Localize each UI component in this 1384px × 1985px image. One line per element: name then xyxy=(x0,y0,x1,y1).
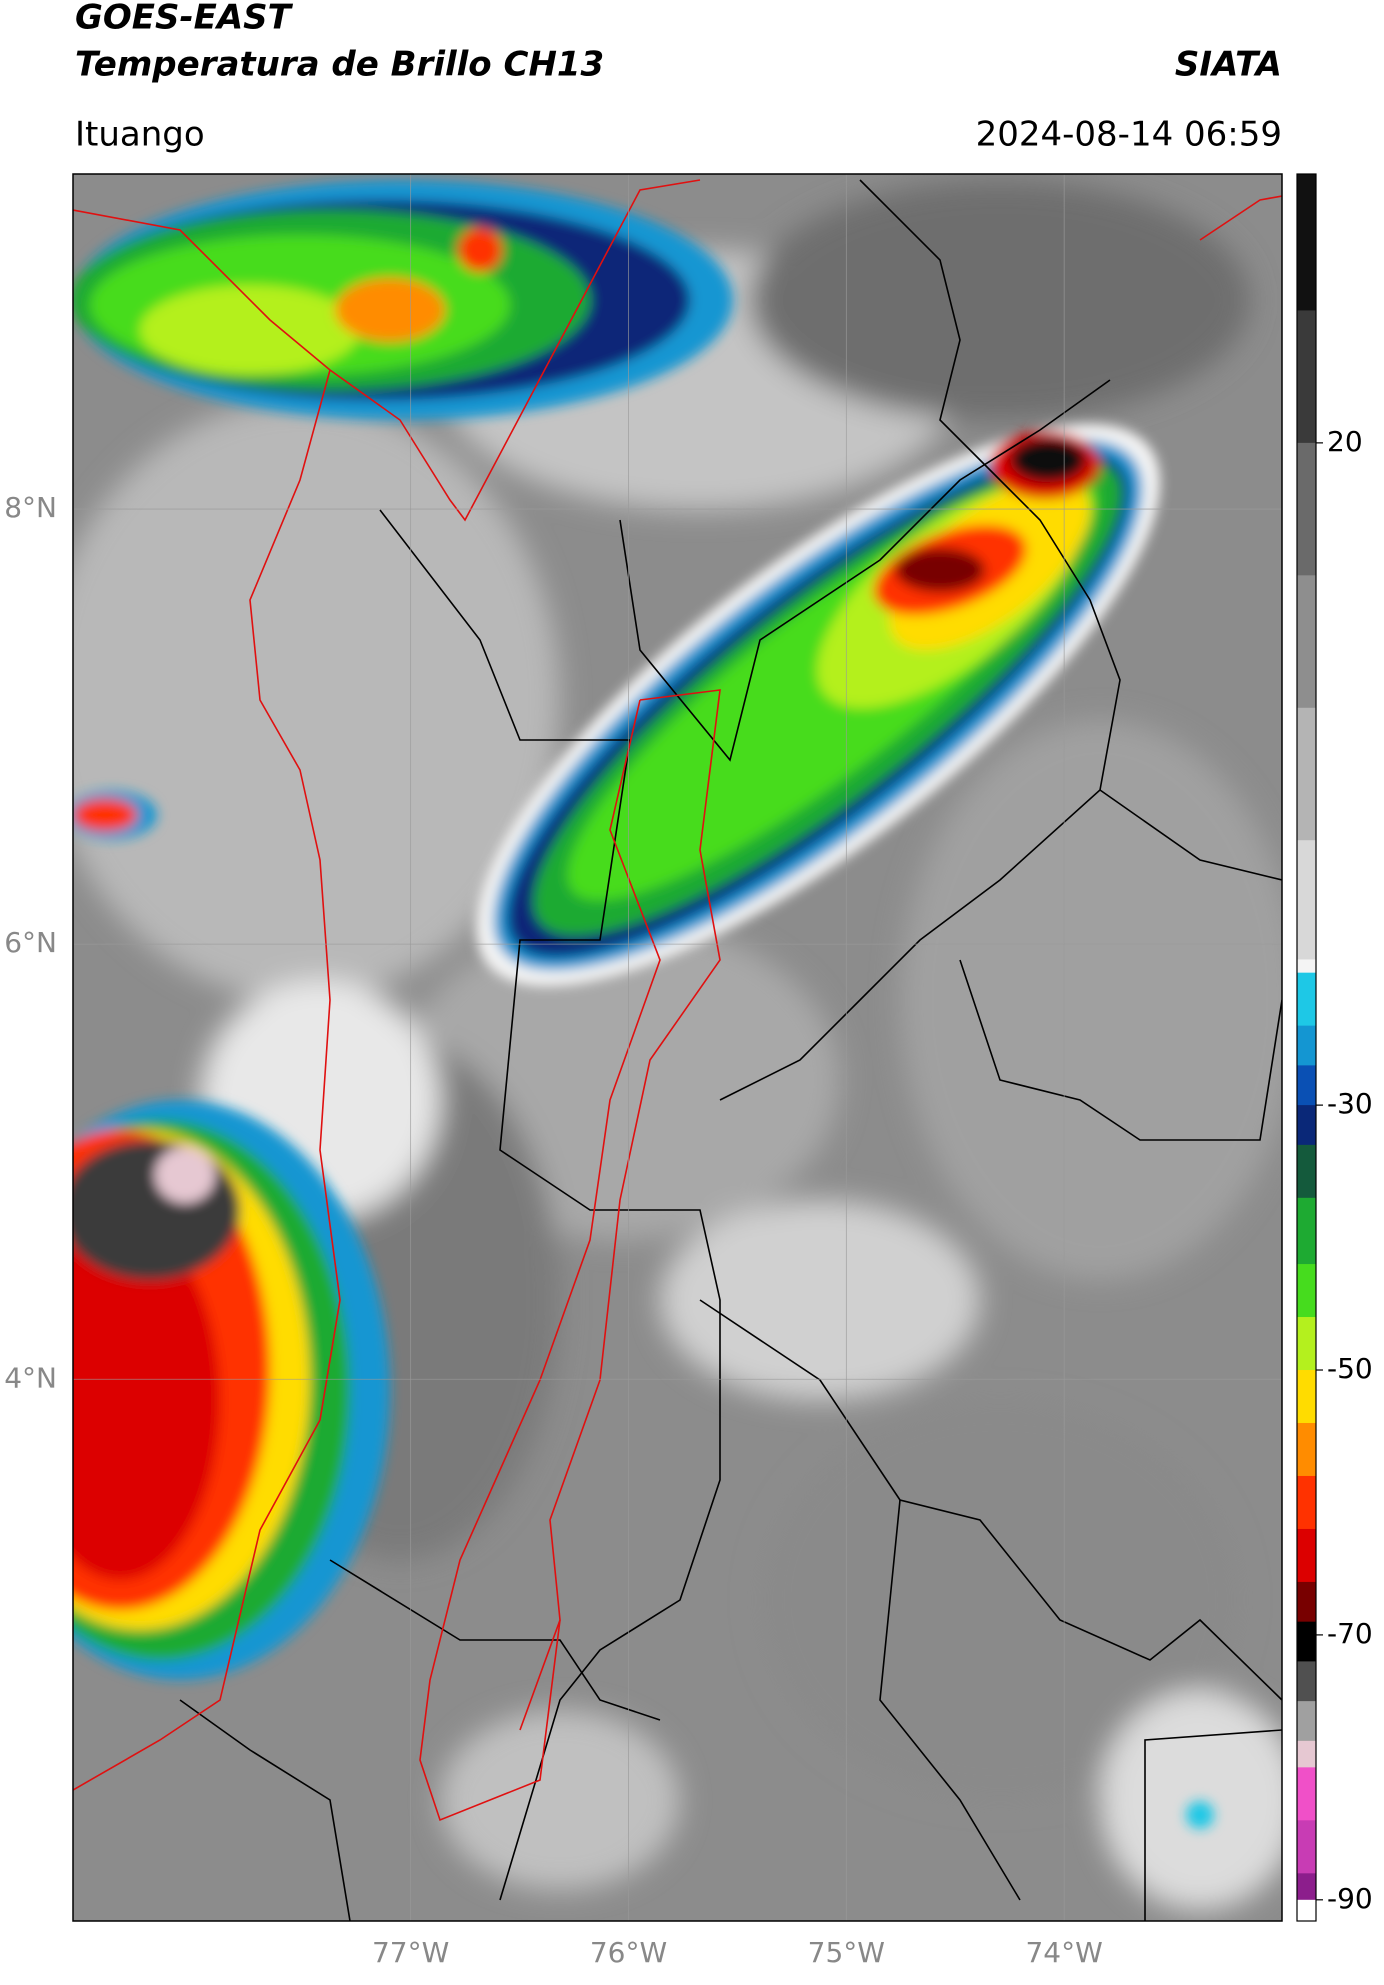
colorbar-segment xyxy=(1297,1144,1316,1199)
colorbar-frame xyxy=(1296,173,1317,1922)
colorbar-segment xyxy=(1297,1197,1316,1265)
colorbar-segment xyxy=(1297,1767,1316,1821)
x-tick-label: 75°W xyxy=(808,1936,885,1969)
timestamp: 2024-08-14 06:59 xyxy=(976,115,1282,155)
y-tick-label: 4°N xyxy=(4,1361,57,1394)
colorbar-segment xyxy=(1297,1701,1316,1742)
colorbar-tick-label: -90 xyxy=(1327,1882,1373,1915)
colorbar-segment xyxy=(1297,972,1316,1027)
source: SIATA xyxy=(1175,45,1282,85)
location: Ituango xyxy=(75,115,205,155)
colorbar-segment xyxy=(1297,1370,1316,1424)
colorbar-segment xyxy=(1297,1025,1316,1066)
colorbar-segment xyxy=(1297,1820,1316,1874)
colorbar-segment xyxy=(1297,310,1316,444)
colorbar-segment xyxy=(1297,575,1316,709)
y-tick-label: 6°N xyxy=(4,926,57,959)
colorbar-segment xyxy=(1297,707,1316,841)
colorbar-segment xyxy=(1297,1621,1316,1662)
subtitle: Temperatura de Brillo CH13 xyxy=(75,45,604,85)
colorbar-tick-label: -30 xyxy=(1327,1087,1373,1120)
storm-cells xyxy=(73,180,1214,1829)
colorbar-segment xyxy=(1297,959,1316,974)
x-tick-label: 76°W xyxy=(590,1936,667,1969)
satellite-image xyxy=(73,174,1282,1921)
colorbar-segment xyxy=(1297,840,1316,960)
colorbar-segment xyxy=(1297,1264,1316,1318)
colorbar-tick-label: -50 xyxy=(1327,1352,1373,1385)
title: GOES-EAST xyxy=(75,0,294,38)
admin-borders xyxy=(179,179,1282,1921)
colorbar-segment xyxy=(1297,442,1316,576)
colorbar-tick-label: -70 xyxy=(1327,1617,1373,1650)
colorbar-tick-label: 20 xyxy=(1327,425,1363,458)
colorbar-segment xyxy=(1297,1661,1316,1702)
colorbar-segment xyxy=(1297,1475,1316,1530)
colorbar-segment xyxy=(1297,1317,1316,1371)
colorbar-segment xyxy=(1297,1899,1316,1922)
x-tick-label: 77°W xyxy=(372,1936,449,1969)
colorbar-segment xyxy=(1297,1873,1316,1901)
colorbar-segment xyxy=(1297,1740,1316,1768)
map-frame xyxy=(72,173,1283,1922)
colorbar-segment xyxy=(1297,1065,1316,1106)
colorbar-segment xyxy=(1297,1581,1316,1623)
colorbar-segment xyxy=(1297,1528,1316,1583)
y-tick-label: 8°N xyxy=(4,491,57,524)
axes: 77°W 76°W 75°W 74°W 8°N 6°N 4°N 20 -30 -50 -70 -90 xyxy=(4,173,1373,1969)
colorbar-segment xyxy=(1297,1422,1316,1477)
colorbar-segment xyxy=(1297,1105,1316,1146)
colorbar-segment xyxy=(1297,174,1316,311)
x-tick-label: 74°W xyxy=(1025,1936,1102,1969)
coastline-and-river xyxy=(73,179,1282,1822)
